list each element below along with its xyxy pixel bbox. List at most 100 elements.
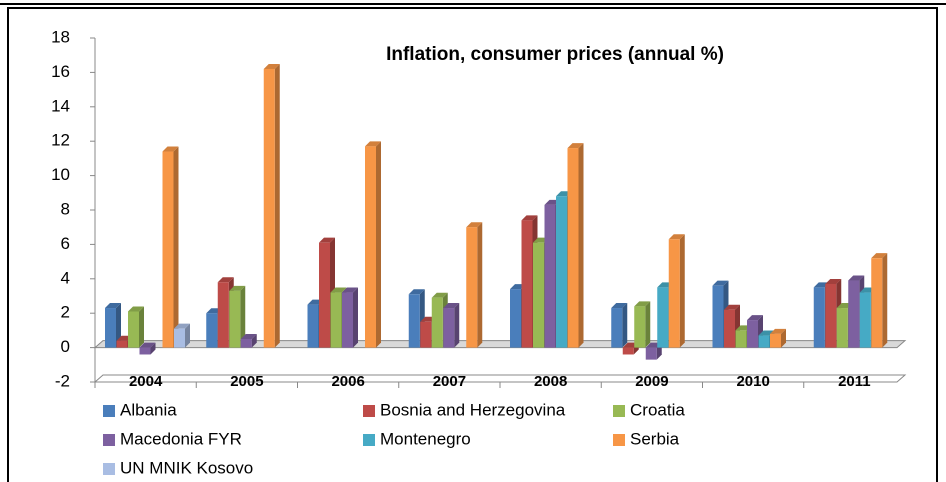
legend-swatch xyxy=(103,463,115,475)
x-tick-label: 2007 xyxy=(433,373,466,390)
bar xyxy=(466,227,478,348)
bar-top xyxy=(634,301,651,307)
bar-side xyxy=(477,222,483,348)
y-tick-label: 8 xyxy=(61,199,70,218)
legend-label: Montenegro xyxy=(380,429,471,448)
legend-swatch xyxy=(103,405,115,417)
bar xyxy=(408,294,420,348)
bar xyxy=(668,239,680,348)
bar xyxy=(544,204,556,348)
legend-label: Serbia xyxy=(630,429,680,448)
bar-side xyxy=(376,141,381,348)
bar-top xyxy=(240,334,257,339)
bar-side xyxy=(139,306,144,348)
bar xyxy=(116,340,128,348)
bar xyxy=(871,258,883,348)
x-tick-label: 2004 xyxy=(129,373,163,390)
bar-top xyxy=(611,303,628,309)
bar xyxy=(770,333,781,348)
legend-swatch xyxy=(363,405,375,417)
bar xyxy=(645,347,657,360)
bar xyxy=(162,151,174,348)
bar-side xyxy=(353,287,358,348)
bar-side xyxy=(116,303,121,348)
bar xyxy=(634,306,646,348)
bar-side xyxy=(622,303,628,348)
bar-top xyxy=(365,141,381,147)
bar-top xyxy=(770,328,786,334)
bar xyxy=(859,292,871,348)
bar-top xyxy=(521,215,538,221)
bar-side xyxy=(578,143,584,348)
bar xyxy=(229,290,241,348)
bar-top xyxy=(229,285,246,291)
bar xyxy=(724,309,735,348)
bar-side xyxy=(251,334,257,348)
y-tick-label: 2 xyxy=(61,303,70,322)
bar xyxy=(174,328,185,348)
bar-top xyxy=(431,292,448,298)
bar xyxy=(128,311,139,348)
bar-side xyxy=(185,323,190,348)
bar xyxy=(217,282,229,348)
x-tick-label: 2008 xyxy=(534,373,567,390)
bar xyxy=(556,196,567,348)
bar xyxy=(319,242,330,348)
legend-label: UN MNIK Kosovo xyxy=(120,458,253,477)
x-tick-label: 2005 xyxy=(230,373,263,390)
bar xyxy=(365,146,376,348)
bar-side xyxy=(645,301,651,348)
y-tick-label: -2 xyxy=(55,371,70,390)
bar xyxy=(712,285,724,348)
bar-top xyxy=(263,63,280,69)
bar xyxy=(521,220,533,348)
bar-side xyxy=(240,285,246,348)
bar xyxy=(622,347,634,355)
bar xyxy=(758,335,770,348)
bar xyxy=(848,280,860,348)
bar xyxy=(611,308,623,348)
bar xyxy=(263,68,275,348)
bar xyxy=(825,283,837,348)
y-tick-label: 12 xyxy=(51,131,70,150)
bar xyxy=(735,330,747,348)
bar xyxy=(307,304,319,348)
legend-label: Croatia xyxy=(630,400,685,419)
bar-top xyxy=(342,287,358,293)
y-tick-label: 14 xyxy=(51,96,70,115)
bar-side xyxy=(274,63,280,348)
bar-top xyxy=(139,342,156,348)
bar-side xyxy=(173,146,179,348)
bar xyxy=(533,242,544,348)
bar xyxy=(139,347,151,355)
x-axis xyxy=(93,374,907,383)
bar xyxy=(240,339,252,348)
bar-side xyxy=(150,342,156,355)
bar-top xyxy=(871,253,888,259)
bar xyxy=(747,320,758,348)
bar-top xyxy=(128,306,144,312)
bar-top xyxy=(162,146,179,152)
bar-top xyxy=(174,323,190,329)
bar-top xyxy=(330,287,347,293)
bar-top xyxy=(567,143,584,149)
chart-border xyxy=(7,7,938,482)
x-tick-label: 2010 xyxy=(736,373,769,390)
bar-side xyxy=(882,253,888,348)
bar xyxy=(206,313,218,348)
legend-swatch xyxy=(613,434,625,446)
chart-title: Inflation, consumer prices (annual %) xyxy=(386,44,724,65)
bar-top xyxy=(848,275,865,281)
bar-side xyxy=(454,303,460,348)
bar xyxy=(431,297,443,348)
y-tick-label: 4 xyxy=(61,268,70,287)
y-tick-label: 18 xyxy=(51,27,70,46)
bar xyxy=(420,321,432,348)
bar xyxy=(813,287,825,348)
bar-top xyxy=(408,289,425,295)
legend-label: Macedonia FYR xyxy=(120,429,242,448)
bar-side xyxy=(781,328,786,348)
bar-top xyxy=(825,278,842,284)
legend-swatch xyxy=(613,405,625,417)
